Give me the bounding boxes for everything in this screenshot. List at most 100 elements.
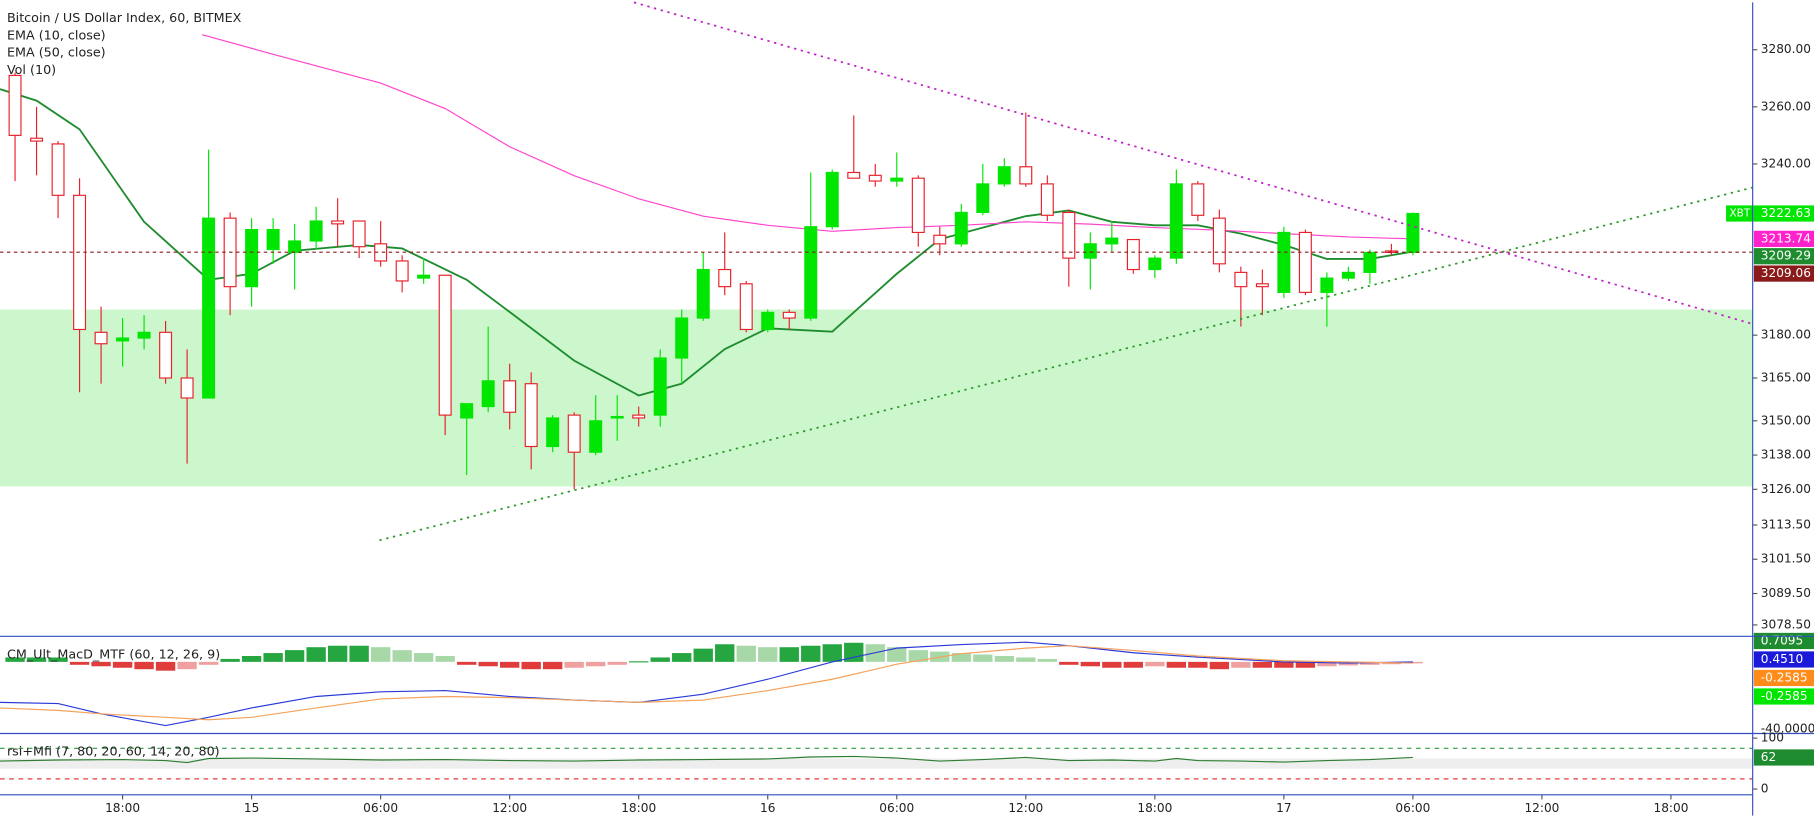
histogram-bar [951, 653, 971, 662]
histogram-bar [607, 661, 627, 665]
price-tag [1753, 669, 1814, 687]
histogram-bar [1317, 661, 1337, 667]
histogram-bar [844, 642, 864, 662]
y-tick-label: 3260.00 [1761, 99, 1811, 113]
histogram-bar [758, 647, 778, 662]
candle-body [137, 331, 151, 339]
candle-body [997, 166, 1011, 185]
histogram-bar [392, 650, 412, 662]
x-tick-label: 06:00 [1395, 801, 1430, 815]
x-tick-label: 12:00 [1008, 801, 1043, 815]
rsi-band [0, 758, 1753, 769]
histogram-bar [478, 661, 498, 667]
price-tag-label: 0.7095 [1761, 633, 1803, 647]
y-tick-label: 3150.00 [1761, 413, 1811, 427]
candle-body [1040, 183, 1054, 216]
x-tick-label: 18:00 [621, 801, 656, 815]
legend-entry: EMA (50, close) [7, 45, 106, 60]
candle-body [632, 414, 646, 419]
candle-body [116, 337, 130, 342]
histogram-bar [1145, 661, 1165, 667]
histogram-bar [91, 661, 111, 667]
x-tick-label: 18:00 [105, 801, 140, 815]
candle-body [546, 417, 560, 448]
histogram-bar [198, 661, 219, 665]
legend-entry: EMA (10, close) [7, 27, 106, 42]
candle-body [352, 220, 366, 248]
candle-body [1148, 257, 1162, 271]
candle-body [1341, 271, 1355, 279]
x-tick-label: 06:00 [879, 801, 914, 815]
candle-body [395, 260, 409, 282]
candle-body [374, 243, 388, 262]
y-tick-label: 100 [1761, 731, 1784, 745]
series-line [0, 645, 1413, 721]
candle-body [696, 268, 710, 319]
price-tag [1753, 230, 1814, 247]
candle-body [1234, 271, 1248, 288]
histogram-bar [629, 661, 649, 663]
histogram-bar [994, 655, 1014, 662]
candle-body [933, 234, 947, 245]
histogram-bar [1295, 661, 1316, 668]
candle-body [438, 274, 452, 416]
histogram-bar [908, 650, 928, 662]
x-tick-label: 18:00 [1137, 801, 1172, 815]
candle-body [202, 217, 216, 399]
candle-body [1363, 251, 1377, 273]
candle-body [718, 268, 732, 288]
series-line [0, 641, 1413, 727]
histogram-bar [1188, 661, 1208, 668]
price-tag-label: 62 [1761, 750, 1776, 764]
price-tag-label: 0.4510 [1761, 652, 1803, 666]
background-layer [0, 34, 1753, 780]
x-tick-label: 12:00 [492, 801, 527, 815]
chart-title: Bitcoin / US Dollar Index, 60, BITMEX [7, 10, 242, 25]
histogram-bar [284, 650, 305, 662]
histogram-bar [1016, 657, 1036, 662]
candle-body [8, 74, 22, 136]
price-tag-label: 3222.63 [1761, 206, 1811, 220]
price-tag [1753, 205, 1814, 222]
candle-body [180, 377, 194, 399]
x-tick-label: 17 [1276, 801, 1291, 815]
candle-body [1062, 211, 1076, 259]
y-tick-label: 3113.50 [1761, 518, 1811, 532]
y-tick-label: 3180.00 [1761, 328, 1811, 342]
candle-body [890, 177, 904, 182]
candle-body [331, 220, 345, 225]
histogram-bar [521, 661, 541, 670]
histogram-bar [1209, 661, 1230, 670]
price-tag-label: -0.2585 [1761, 670, 1808, 684]
histogram-bar [650, 657, 670, 662]
histogram-bar [564, 661, 584, 668]
candle-body [1126, 238, 1140, 271]
histogram-bar [672, 653, 692, 662]
histogram-bar [1123, 661, 1144, 668]
histogram-bar [48, 657, 68, 662]
histogram-bar [177, 661, 197, 670]
candle-body [30, 137, 44, 142]
candle-body [1212, 217, 1226, 265]
histogram-bar [1166, 661, 1187, 668]
histogram-bar [155, 661, 176, 671]
candle-body [159, 331, 173, 379]
histogram-bar [543, 661, 563, 670]
candle-body [73, 194, 87, 331]
candle-body [868, 174, 882, 182]
histogram-bar [1338, 661, 1359, 666]
price-tag [1753, 265, 1814, 282]
histogram-bar [1037, 658, 1057, 662]
y-tick-label: 3089.50 [1761, 586, 1811, 600]
histogram-bar [887, 647, 907, 662]
foreground-layer: 3222.63 XBT 3213.74 3209.29 3209.06 0.7095 0.4… [1726, 205, 1814, 766]
candle-body [94, 331, 108, 345]
y-tick-label: 3078.50 [1761, 617, 1811, 631]
price-tag [1753, 749, 1814, 766]
histogram-bar [499, 661, 520, 668]
y-tick-label: 3165.00 [1761, 371, 1811, 385]
candle-body [417, 274, 431, 279]
candle-body [739, 283, 753, 331]
histogram-bar [779, 647, 799, 662]
